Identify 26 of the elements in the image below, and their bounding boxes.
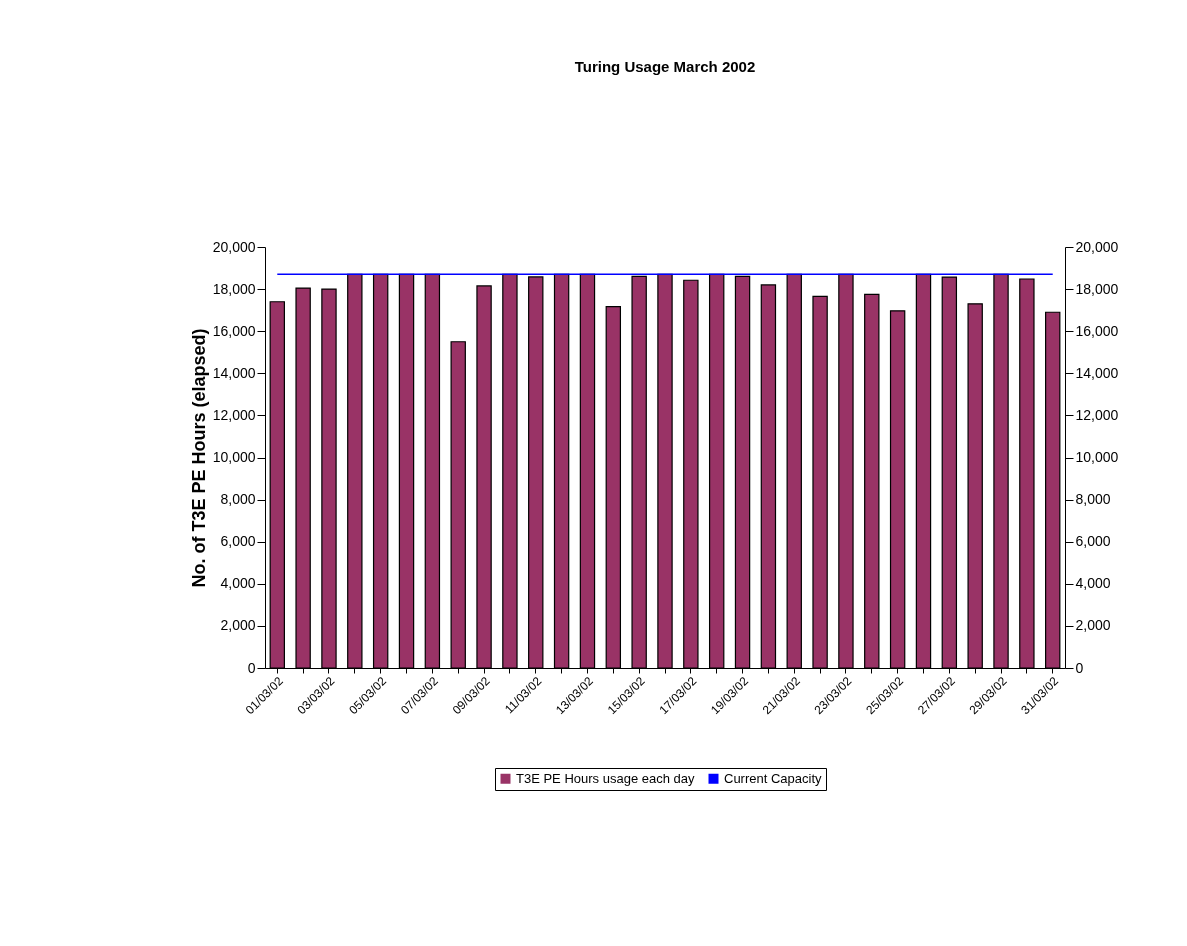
y2-tick-label: 16,000 bbox=[1075, 322, 1119, 339]
y-tick-label: 10,000 bbox=[212, 449, 256, 465]
y2-tick-label: 12,000 bbox=[1075, 406, 1119, 423]
legend-label: T3E PE Hours usage each day bbox=[516, 770, 695, 786]
y-tick-label: 0 bbox=[247, 659, 256, 676]
y-tick-label: 18,000 bbox=[212, 280, 256, 297]
y-tick-label: 14,000 bbox=[212, 364, 256, 381]
y-tick-label: 16,000 bbox=[212, 322, 256, 339]
y2-tick-label: 10,000 bbox=[1075, 449, 1119, 465]
y-tick-label: 4,000 bbox=[220, 575, 256, 592]
y2-tick-label: 6,000 bbox=[1075, 533, 1111, 550]
y-tick-label: 8,000 bbox=[220, 491, 256, 508]
y2-tick-label: 18,000 bbox=[1075, 280, 1119, 297]
y2-tick-label: 0 bbox=[1075, 659, 1084, 676]
y-tick-label: 6,000 bbox=[220, 533, 256, 550]
y2-tick-label: 8,000 bbox=[1075, 491, 1111, 508]
y-tick-label: 2,000 bbox=[220, 617, 256, 634]
y-tick-label: 20,000 bbox=[212, 238, 256, 255]
chart-title: Turing Usage March 2002 bbox=[574, 58, 756, 75]
y-tick-label: 12,000 bbox=[212, 406, 256, 423]
legend-label: Current Capacity bbox=[724, 770, 823, 786]
y-axis-title: No. of T3E PE Hours (elapsed) bbox=[188, 328, 209, 588]
y2-tick-label: 20,000 bbox=[1075, 238, 1119, 255]
y2-tick-label: 2,000 bbox=[1075, 617, 1111, 634]
y2-tick-label: 14,000 bbox=[1075, 364, 1119, 381]
y2-tick-label: 4,000 bbox=[1075, 575, 1111, 592]
